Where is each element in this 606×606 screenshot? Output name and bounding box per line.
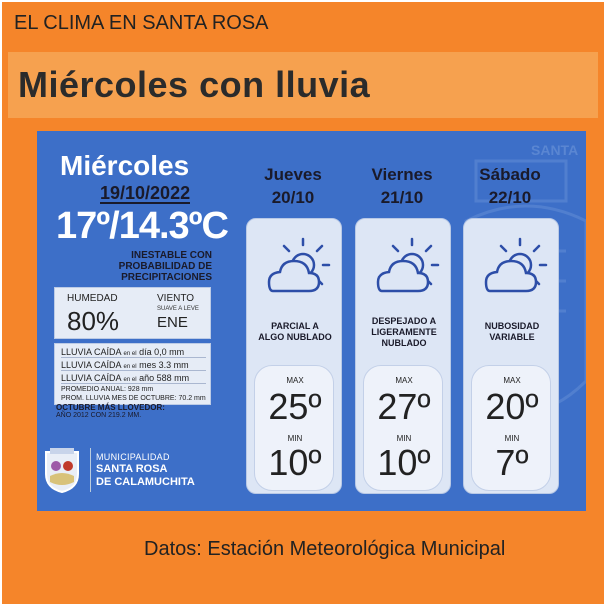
- wind-value: ENE: [157, 314, 188, 331]
- forecast-day: Viernes: [371, 165, 433, 184]
- max-temp: 27º: [377, 386, 431, 427]
- wind-sublabel: SUAVE A LEVE: [157, 306, 199, 312]
- humidity-value: 80%: [67, 306, 120, 336]
- forecast-date: 20/10: [271, 188, 315, 207]
- logo-divider: [90, 448, 91, 492]
- data-source-footer: Datos: Estación Meteorológica Municipal: [144, 538, 506, 560]
- rainiest-october-title: OCTUBRE MÁS LLOVEDOR:: [56, 403, 165, 412]
- temp-range-box: MAX 20º MIN 7º: [471, 365, 551, 491]
- humidity-label: HUMEDAD: [67, 293, 118, 304]
- forecast-date: 22/10: [488, 188, 532, 207]
- max-label: MAX: [286, 376, 304, 385]
- forecast-date: 21/10: [380, 188, 424, 207]
- partly-cloudy-icon: [267, 237, 331, 293]
- rainiest-october-value: AÑO 2012 CON 219.2 MM.: [56, 412, 142, 419]
- min-label: MIN: [504, 434, 520, 443]
- min-temp: 7º: [495, 442, 529, 483]
- top-title: EL CLIMA EN SANTA ROSA: [14, 12, 269, 34]
- annual-average: PROMEDIO ANUAL: 928 mm: [61, 386, 154, 393]
- partly-cloudy-icon: [484, 237, 548, 293]
- min-temp: 10º: [268, 442, 322, 483]
- municipality-crest-icon: [45, 448, 79, 494]
- today-date: 19/10/2022: [100, 183, 191, 204]
- forecast-day: Jueves: [264, 165, 322, 184]
- humidity-wind-box: HUMEDAD 80% VIENTO SUAVE A LEVE ENE: [54, 287, 211, 339]
- max-temp: 25º: [268, 386, 322, 427]
- rain-year-line: LLUVIA CAÍDA en el año 588 mm: [61, 373, 206, 384]
- municipality-line3: DE CALAMUCHITA: [96, 476, 195, 488]
- forecast-card: NUBOSIDAD VARIABLE MAX 20º MIN 7º: [463, 218, 559, 494]
- max-temp: 20º: [485, 386, 539, 427]
- min-temp: 10º: [377, 442, 431, 483]
- today-description: INESTABLE CON PROBABILIDAD DE PRECIPITAC…: [96, 250, 212, 283]
- wind-label: VIENTO: [157, 293, 195, 304]
- partly-cloudy-icon: [376, 237, 440, 293]
- forecast-day: Sábado: [479, 165, 541, 184]
- headline: Miércoles con lluvia: [18, 64, 371, 105]
- temp-range-box: MAX 27º MIN 10º: [363, 365, 443, 491]
- max-label: MAX: [395, 376, 413, 385]
- municipality-line2: SANTA ROSA: [96, 463, 168, 475]
- municipality-line1: MUNICIPALIDAD: [96, 452, 170, 462]
- october-average: PROM. LLUVIA MES DE OCTUBRE: 70.2 mm: [61, 395, 206, 402]
- rainfall-box: LLUVIA CAÍDA en el día 0,0 mm LLUVIA CAÍ…: [54, 343, 211, 405]
- watermark-text: SANTA: [531, 142, 578, 158]
- forecast-condition: NUBOSIDAD VARIABLE: [484, 321, 540, 342]
- headline-box: [8, 52, 598, 118]
- min-label: MIN: [396, 434, 412, 443]
- forecast-condition: PARCIAL A ALGO NUBLADO: [258, 321, 332, 342]
- today-desc-line: PROBABILIDAD DE: [118, 261, 212, 272]
- min-label: MIN: [287, 434, 303, 443]
- rain-month-line: LLUVIA CAÍDA en el mes 3.3 mm: [61, 360, 206, 371]
- rain-day-line: LLUVIA CAÍDA en el día 0,0 mm: [61, 347, 206, 358]
- forecast-condition: DESPEJADO A LIGERAMENTE NUBLADO: [371, 316, 437, 348]
- forecast-card: PARCIAL A ALGO NUBLADO MAX 25º MIN 10º: [246, 218, 342, 494]
- today-day: Miércoles: [60, 150, 190, 181]
- today-temperature: 17º/14.3ºC: [56, 205, 229, 247]
- today-desc-line: PRECIPITACIONES: [121, 272, 212, 283]
- max-label: MAX: [503, 376, 521, 385]
- today-desc-line: INESTABLE CON: [131, 250, 212, 261]
- forecast-card: DESPEJADO A LIGERAMENTE NUBLADO MAX 27º …: [355, 218, 451, 494]
- temp-range-box: MAX 25º MIN 10º: [254, 365, 334, 491]
